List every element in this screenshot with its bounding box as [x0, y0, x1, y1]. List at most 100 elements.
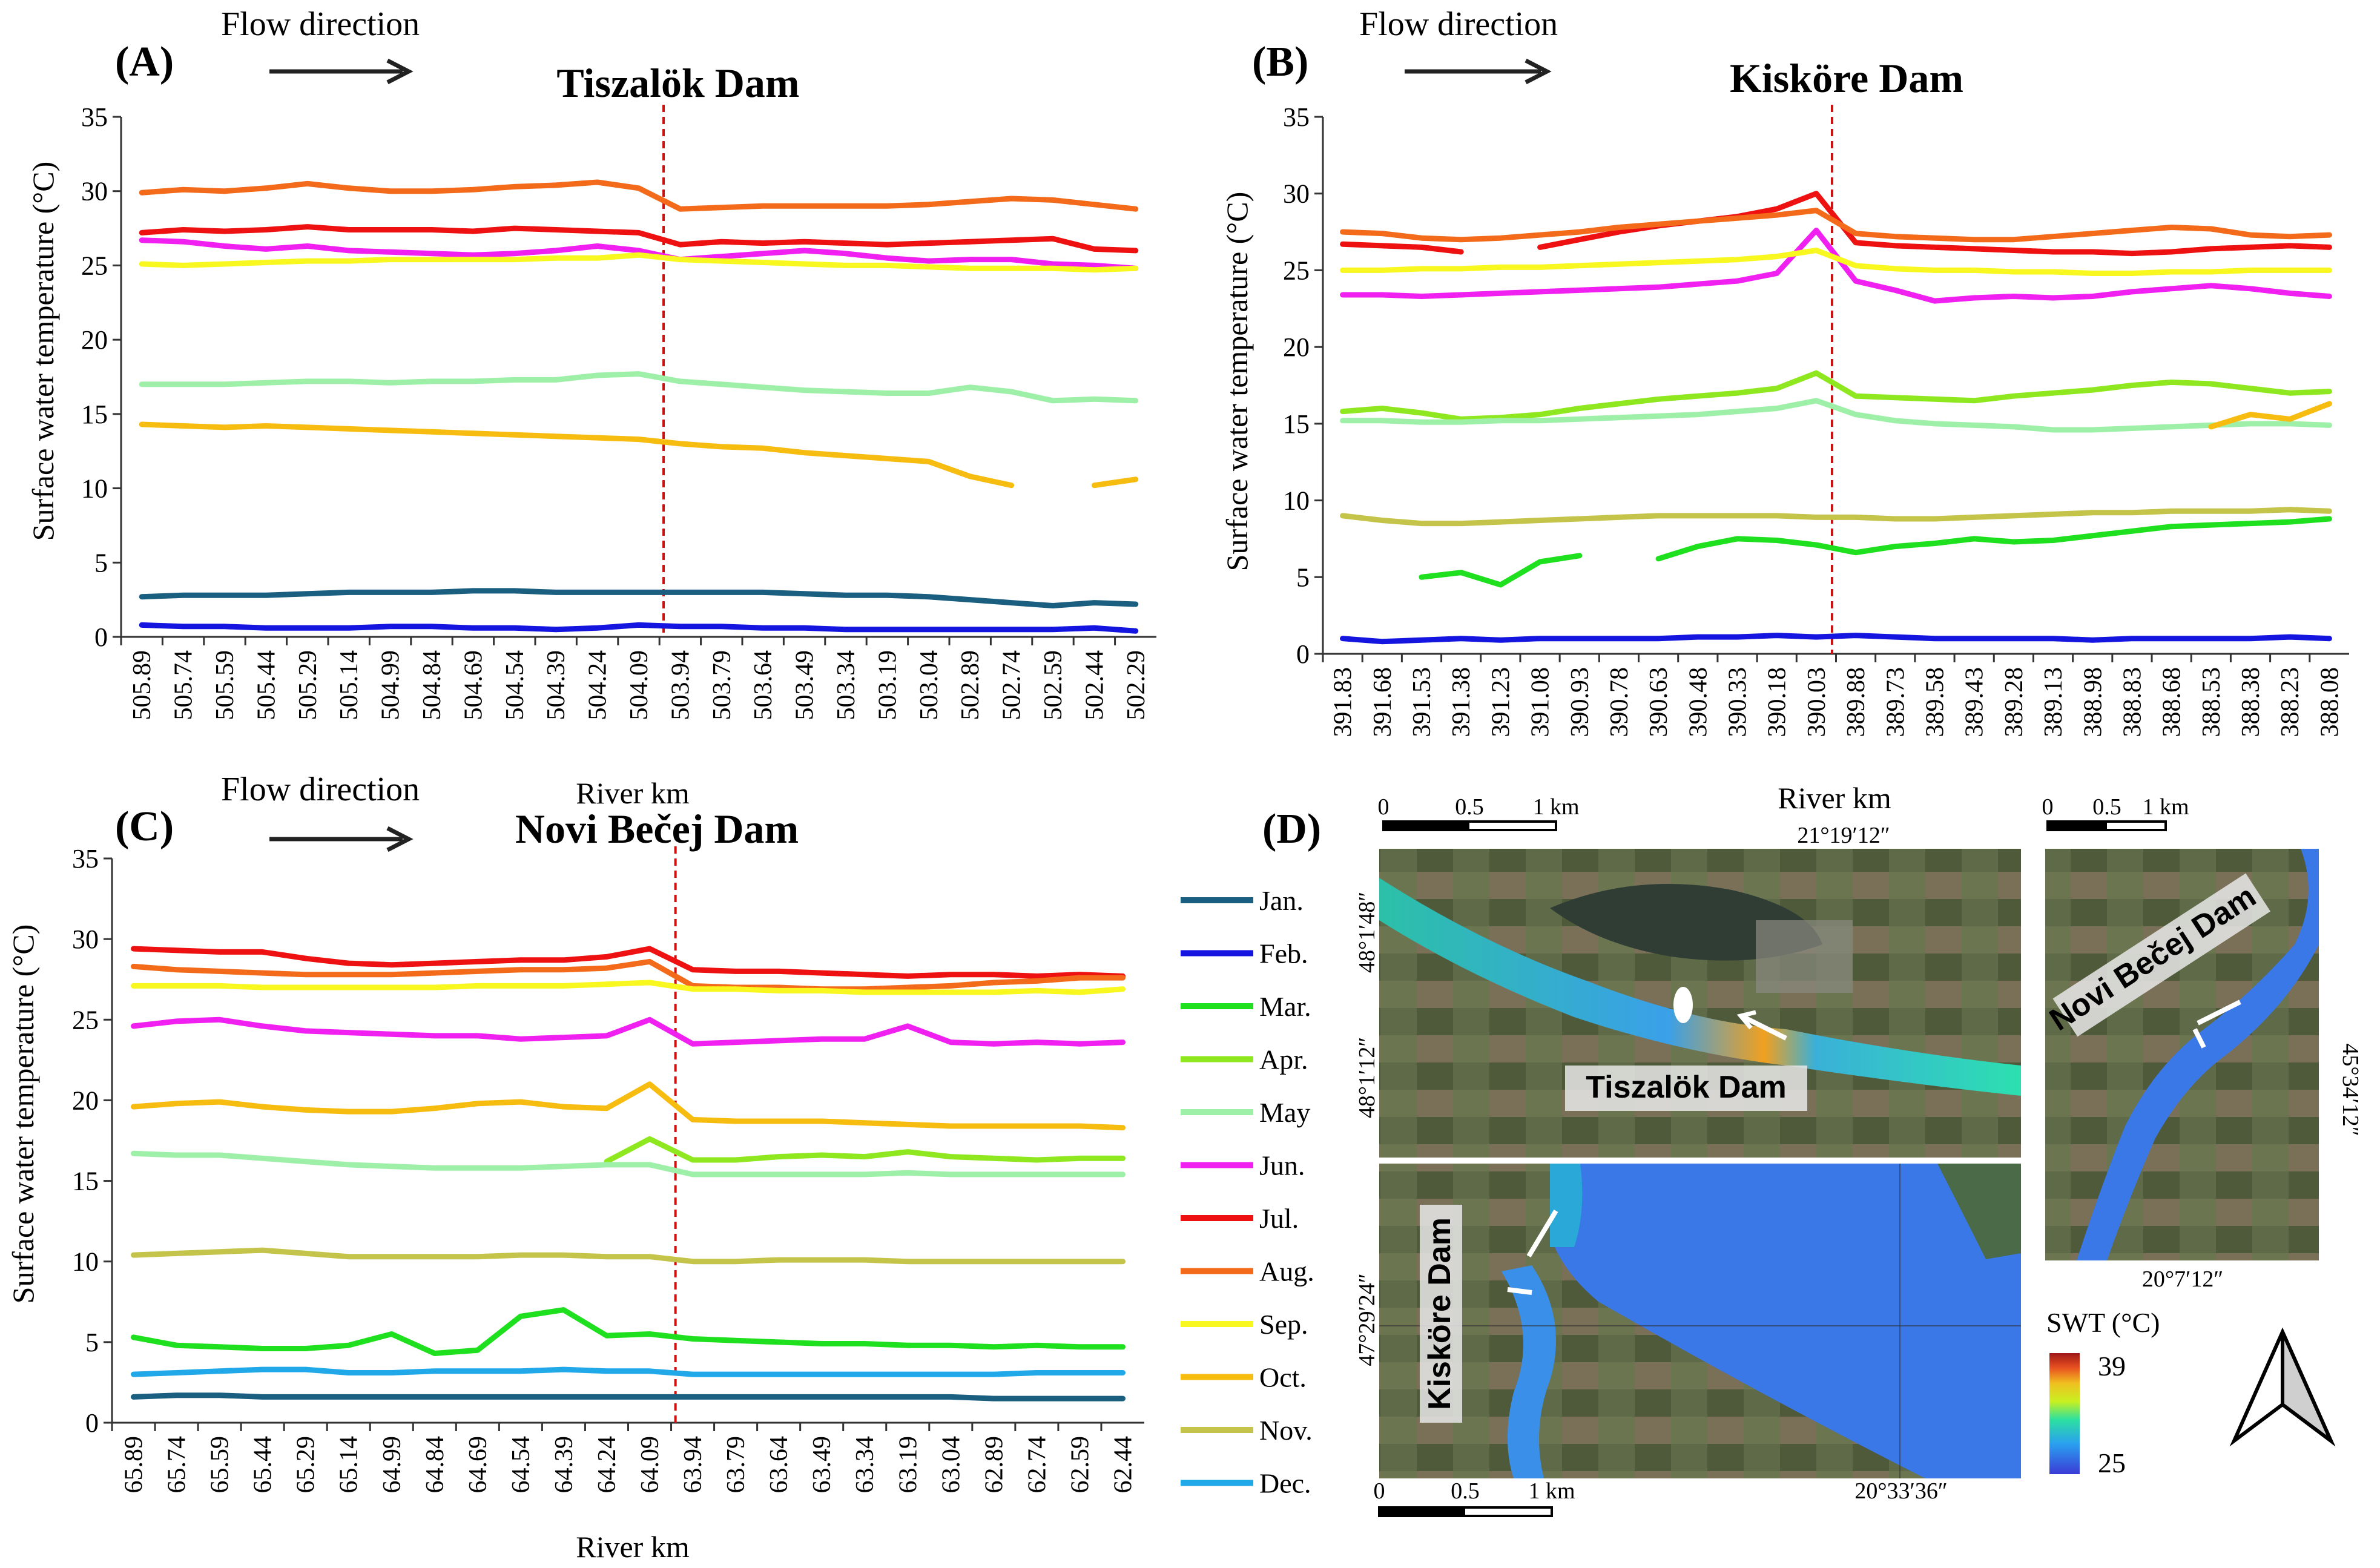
legend-label: Jul. [1259, 1203, 1299, 1234]
panel-b-xtick-label: 388.83 [2118, 667, 2146, 737]
panel-b-ytick-label: 25 [1283, 255, 1310, 285]
panel-c-series-line [131, 1081, 1126, 1131]
panel-a-ytick-label: 10 [81, 474, 108, 504]
panel-a-series-sep [139, 252, 1139, 273]
panel-a-ytick-label: 35 [81, 102, 108, 132]
panel-a-ytick-label: 5 [94, 548, 108, 578]
panel-b-xtick-label: 391.68 [1369, 667, 1397, 737]
legend-label: Oct. [1259, 1362, 1307, 1393]
panel-b-xtick-label: 390.18 [1764, 667, 1792, 737]
panel-b-xlabel: River km [1778, 781, 1891, 815]
panel-a-xtick-label: 505.59 [211, 650, 239, 720]
panel-b-ytick-label: 35 [1283, 102, 1310, 132]
legend-item-feb: Feb. [1181, 938, 1308, 969]
panel-b-ytick-label: 10 [1283, 486, 1310, 516]
panel-b-flow-label: Flow direction [1359, 5, 1558, 43]
panel-b-ytick-label: 5 [1296, 562, 1310, 592]
panel-a-flow-arrow [269, 58, 414, 85]
panel-a-series-line [139, 588, 1139, 608]
panel-a-series-jan [139, 588, 1139, 608]
panel-c-plot: 0 5 10 15 20 25 30 35 65.89 65.74 65.59 65.44 65.29 6… [72, 844, 1144, 1494]
panel-a-plot: 0 5 10 15 20 25 30 35 505.89 505.74 505.59 505.44 50… [81, 102, 1156, 720]
panel-c-title: Novi Bečej Dam [515, 806, 799, 852]
panel-c-xtick-label: 63.19 [894, 1436, 922, 1494]
panel-a-xtick-label: 503.19 [874, 650, 902, 720]
panel-a-xtick-label: 504.54 [501, 650, 529, 720]
scale-bar-tiszalok: 0 0.5 1 km [1378, 794, 1580, 831]
panel-c-ytick-label: 35 [72, 844, 99, 874]
panel-a-xtick-label: 504.24 [584, 650, 612, 720]
novibecej-river-swt [2077, 849, 2319, 1260]
panel-b-xtick-label: 388.98 [2079, 667, 2107, 737]
panel-c-xtick-label: 62.44 [1109, 1436, 1137, 1494]
panel-b-ytick-label: 15 [1283, 409, 1310, 439]
panel-a-letter: (A) [115, 39, 174, 85]
legend-item-aug: Aug. [1181, 1256, 1314, 1287]
panel-b-series-sep [1340, 248, 2332, 276]
panel-b-xtick-label: 388.38 [2237, 667, 2265, 737]
panel-b-xtick-label: 388.68 [2158, 667, 2186, 737]
panel-a-xtick-label: 503.49 [791, 650, 819, 720]
novibecej-lat-label: 45°34′12″ [2338, 1043, 2363, 1136]
panel-a-xtick-label: 502.44 [1081, 650, 1109, 720]
panel-a-xtick-label: 504.09 [625, 650, 653, 720]
scale-label-half: 0.5 [1455, 794, 1484, 820]
panel-b-series-mar [1419, 516, 2332, 588]
panel-b-series-line [1655, 516, 2332, 562]
panel-c-xtick-label: 62.59 [1066, 1436, 1094, 1494]
panel-b-series-line [1340, 248, 2332, 276]
panel-c-xtick-label: 65.59 [206, 1436, 234, 1494]
panel-b-series-apr [1340, 370, 2332, 422]
panel-b-xtick-label: 391.38 [1448, 667, 1475, 737]
panel-b-series-line [1419, 553, 1583, 588]
panel-c-xtick-label: 64.09 [636, 1436, 664, 1494]
panel-b-xtick-label: 391.83 [1330, 667, 1357, 737]
panel-a-xtick-label: 502.74 [998, 650, 1026, 720]
panel-a-xtick-label: 504.99 [377, 650, 405, 720]
legend-item-nov: Nov. [1181, 1415, 1313, 1446]
tiszalok-oxbow [1550, 884, 1822, 961]
panel-b-ytick-label: 0 [1296, 639, 1310, 669]
scale-label-half-c: 0.5 [2092, 794, 2121, 820]
panel-b-ytick-label: 20 [1283, 332, 1310, 362]
panel-a-ytick-label: 20 [81, 325, 108, 355]
panel-b-series-line [1340, 241, 1464, 255]
legend-item-mar: Mar. [1181, 991, 1311, 1022]
panel-a-ytick-label: 15 [81, 400, 108, 429]
panel-a-series-line [139, 224, 1139, 254]
swt-legend-min: 25 [2098, 1448, 2126, 1478]
kiskore-reservoir-swt [1550, 1164, 2021, 1478]
panel-b-series-feb [1340, 633, 2332, 645]
panel-c-series-line [131, 1016, 1126, 1047]
scale-label-0: 0 [1378, 794, 1389, 820]
panel-b-xtick-label: 390.48 [1684, 667, 1712, 737]
panel-c-xtick-label: 64.99 [378, 1436, 406, 1494]
panel-b-xtick-label: 389.88 [1842, 667, 1870, 737]
panel-c-letter: (C) [115, 803, 174, 850]
panel-b-xtick-label: 391.53 [1408, 667, 1436, 737]
panel-c-ytick-label: 10 [72, 1247, 99, 1277]
panel-c-series-nov [131, 1247, 1126, 1265]
panel-c-flow-label: Flow direction [221, 771, 420, 808]
legend-item-jun: Jun. [1181, 1150, 1305, 1181]
panel-b-xtick-label: 389.43 [1961, 667, 1989, 737]
panel-c-series-line [131, 946, 1126, 979]
panel-a-series-line [139, 179, 1139, 212]
swt-legend-max: 39 [2098, 1351, 2126, 1382]
panel-a-xlabel-river-km: River km [576, 776, 690, 810]
panel-b-xtick-label: 389.13 [2040, 667, 2068, 737]
panel-c-series-dec [131, 1366, 1126, 1377]
panel-c-ytick-label: 0 [85, 1408, 99, 1438]
tiszalok-map: Tiszalök Dam [1379, 849, 2021, 1158]
legend-item-may: May [1181, 1097, 1310, 1128]
legend-label: Aug. [1259, 1256, 1314, 1287]
panel-a-series-line [139, 622, 1139, 634]
panel-c-xtick-label: 63.04 [937, 1436, 965, 1494]
panel-c-flow-arrow [269, 826, 414, 852]
panel-a-series-aug [139, 179, 1139, 212]
month-legend: Jan. Feb. Mar. Apr. May Jun. Jul. Aug. Sep. Oct. N… [1181, 885, 1314, 1499]
panel-a-series-line [1091, 476, 1139, 489]
panel-c-series-jul [131, 946, 1126, 979]
panel-a-xtick-label: 502.89 [957, 650, 984, 720]
panel-c-series-mar [131, 1307, 1126, 1356]
